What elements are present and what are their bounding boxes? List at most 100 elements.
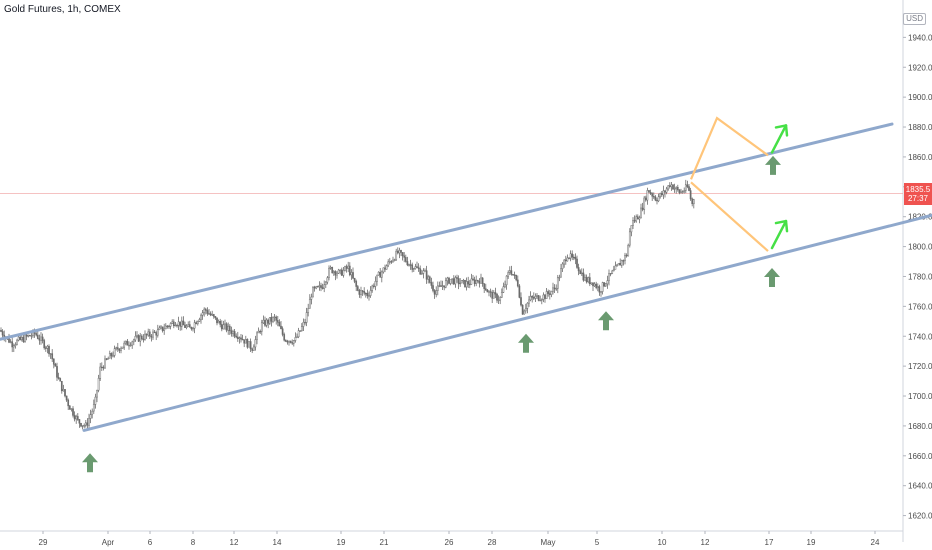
- candle-body: [385, 265, 388, 270]
- candle-body: [390, 261, 393, 263]
- candle-body: [19, 336, 22, 340]
- candle-body: [363, 291, 366, 294]
- candle-body: [115, 347, 118, 349]
- candle-body: [56, 366, 58, 378]
- candle-body: [457, 278, 460, 285]
- candle-body: [201, 312, 204, 316]
- candle-body: [339, 269, 342, 271]
- candle-body: [22, 336, 25, 342]
- candle-body: [636, 216, 639, 220]
- candle-body: [643, 197, 646, 210]
- x-tick-label: 10: [658, 538, 667, 547]
- candle-body: [107, 358, 110, 360]
- candle-body: [225, 323, 228, 331]
- candle-body: [579, 270, 582, 275]
- currency-badge: USD: [903, 13, 926, 25]
- candle-body: [496, 293, 498, 301]
- projection-down-path: [690, 181, 769, 252]
- candle-body: [35, 333, 38, 336]
- candle-body: [73, 415, 76, 420]
- candle-body: [433, 290, 436, 295]
- candle-body: [105, 358, 108, 360]
- candle-body: [624, 254, 626, 261]
- candle-body: [89, 414, 92, 419]
- candle-body: [456, 277, 458, 279]
- chart-title: Gold Futures, 1h, COMEX: [4, 4, 121, 15]
- candle-body: [491, 292, 494, 299]
- candle-body: [520, 297, 522, 306]
- candle-body: [168, 325, 170, 328]
- candle-body: [505, 275, 508, 286]
- candle-body: [691, 198, 694, 205]
- candle-body: [665, 188, 668, 193]
- y-tick-label: 1660.0: [908, 452, 932, 461]
- candle-body: [678, 189, 681, 194]
- candle-body: [222, 324, 225, 330]
- candle-body: [566, 257, 569, 262]
- candle-body: [672, 184, 674, 190]
- candle-body: [283, 334, 286, 341]
- candle-body: [174, 324, 177, 327]
- candle-body: [617, 263, 620, 266]
- candle-body: [336, 272, 338, 276]
- candle-body: [489, 291, 492, 293]
- candle-body: [598, 286, 601, 293]
- candle-body: [17, 336, 20, 341]
- candle-body: [654, 196, 657, 201]
- candle-body: [326, 277, 329, 283]
- candle-body: [86, 422, 89, 426]
- candle-body: [128, 344, 130, 347]
- candle-body: [75, 416, 78, 420]
- candle-body: [409, 264, 412, 266]
- candle-body: [11, 341, 14, 348]
- candle-body: [476, 279, 479, 282]
- candle-body: [547, 291, 550, 294]
- candle-body: [480, 277, 482, 284]
- candle-body: [158, 327, 161, 330]
- candle-body: [664, 190, 666, 193]
- candle-body: [355, 281, 358, 287]
- candle-body: [345, 266, 348, 269]
- candle-body: [622, 260, 625, 262]
- candle-body: [41, 336, 44, 341]
- candle-body: [422, 270, 425, 274]
- candle-body: [467, 281, 470, 285]
- candle-body: [304, 322, 306, 324]
- candle-body: [113, 348, 116, 356]
- candle-body: [364, 292, 367, 295]
- candle-body: [484, 288, 487, 291]
- candle-body: [436, 285, 439, 291]
- candle-body: [243, 339, 246, 344]
- candle-body: [625, 254, 628, 257]
- candle-body: [289, 340, 292, 343]
- candle-body: [200, 314, 202, 320]
- y-tick-label: 1920.0: [908, 63, 932, 72]
- y-tick-label: 1720.0: [908, 362, 932, 371]
- candle-body: [560, 268, 562, 278]
- candle-body: [142, 338, 145, 340]
- candle-body: [376, 274, 378, 282]
- candle-body: [257, 330, 260, 334]
- candle-body: [459, 282, 462, 285]
- candle-body: [62, 389, 65, 392]
- candle-body: [272, 317, 274, 322]
- candle-body: [569, 253, 572, 259]
- candle-body: [534, 296, 537, 299]
- candle-body: [411, 264, 414, 270]
- candle-body: [648, 190, 650, 193]
- candle-body: [267, 319, 270, 324]
- candle-body: [16, 339, 18, 345]
- candle-body: [384, 267, 386, 270]
- candle-body: [83, 425, 86, 427]
- candle-body: [252, 346, 255, 351]
- candle-body: [537, 295, 540, 301]
- candle-body: [331, 267, 334, 274]
- candle-body: [70, 408, 73, 410]
- x-tick-label: 21: [380, 538, 389, 547]
- candle-body: [328, 267, 330, 278]
- candle-body: [360, 290, 362, 295]
- candle-body: [486, 289, 489, 293]
- candle-body: [649, 192, 652, 194]
- candle-body: [188, 324, 191, 328]
